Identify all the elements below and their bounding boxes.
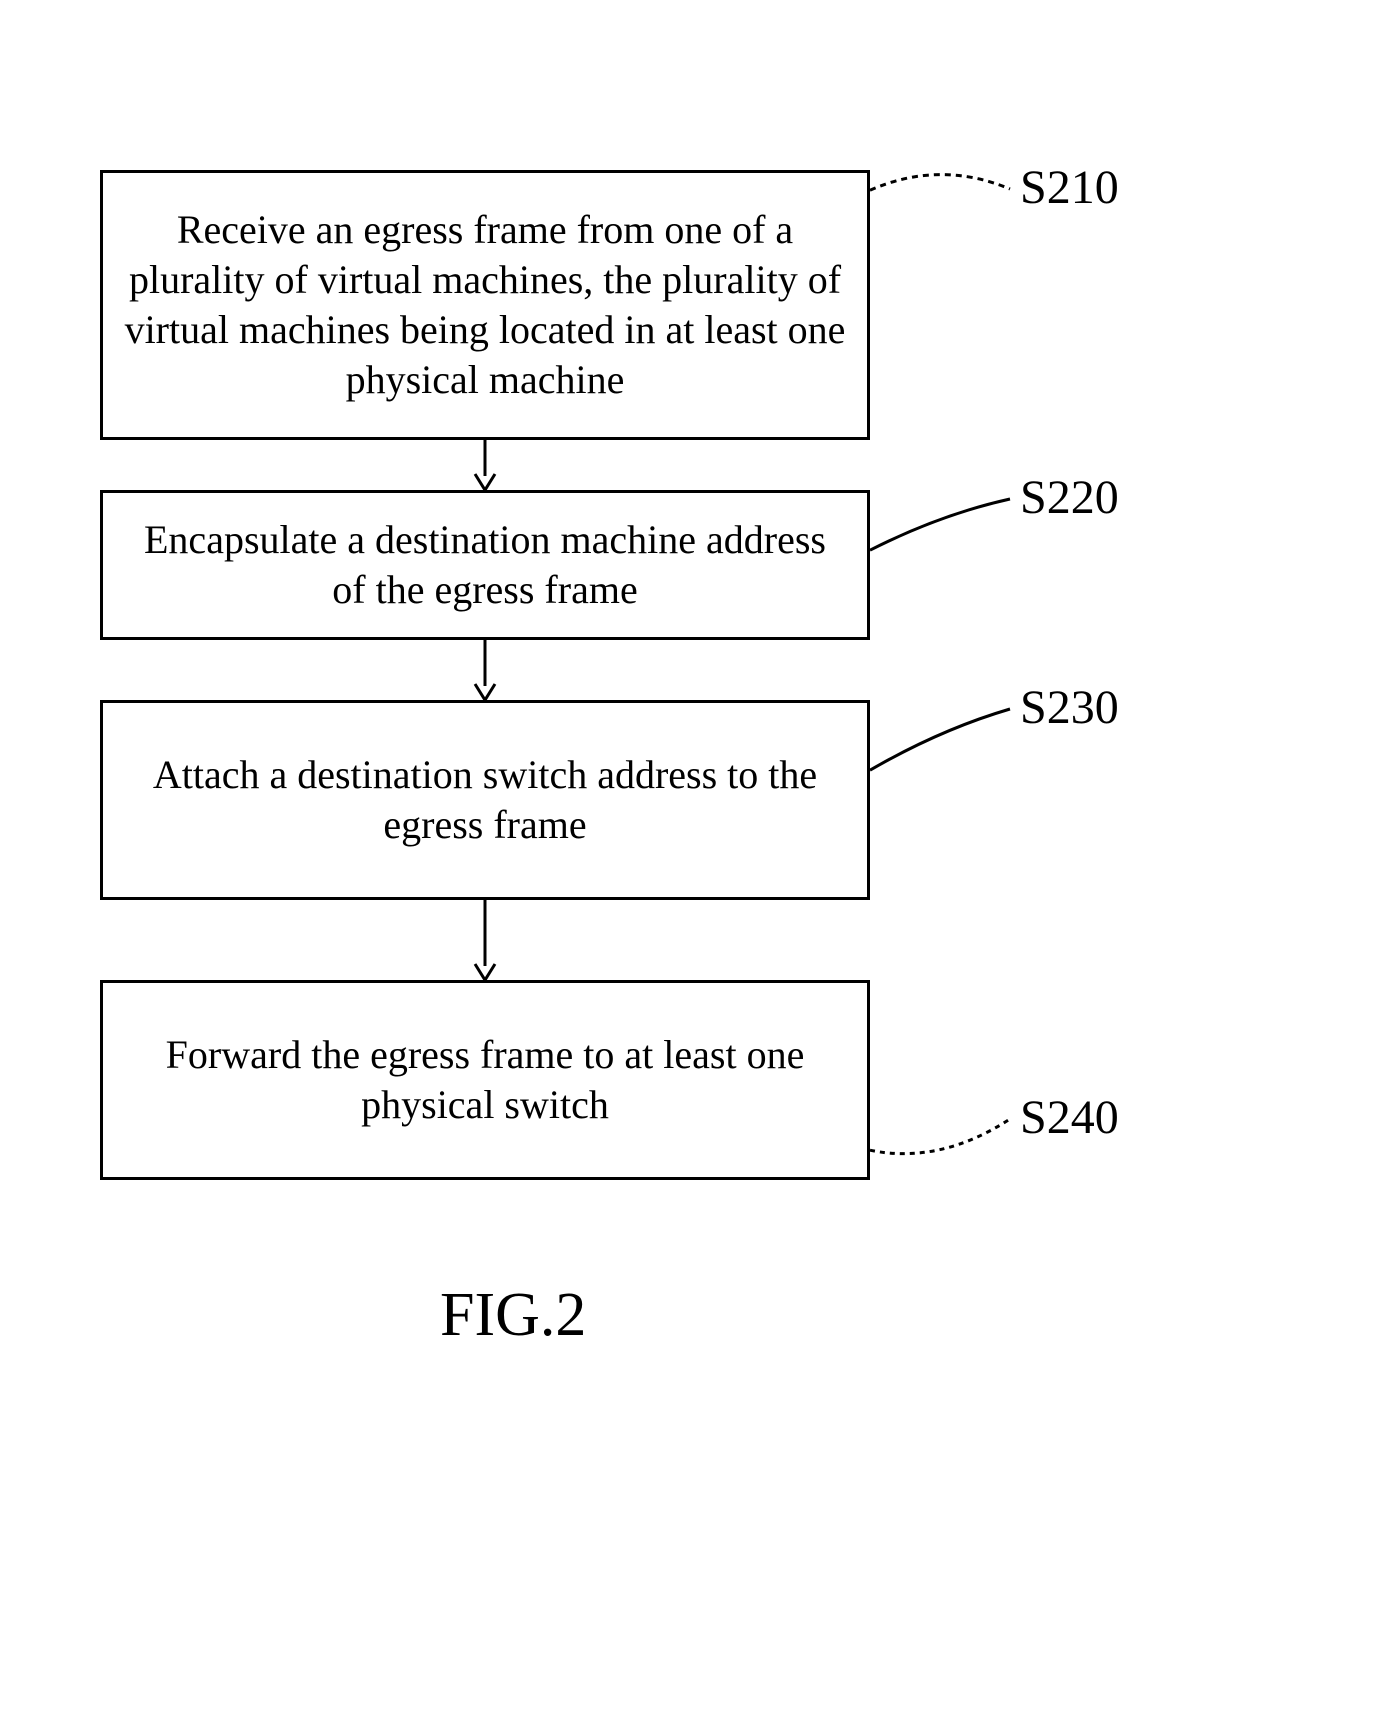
flowchart-step-label: S220 bbox=[1020, 470, 1119, 525]
flowchart-step-label: S210 bbox=[1020, 160, 1119, 215]
label-connector bbox=[860, 149, 1040, 230]
label-connector bbox=[860, 669, 1040, 810]
flowchart-step-label: S230 bbox=[1020, 680, 1119, 735]
flowchart-step-label: S240 bbox=[1020, 1090, 1119, 1145]
flowchart-box-s220: Encapsulate a destination machine addres… bbox=[100, 490, 870, 640]
flowchart-box-text: Receive an egress frame from one of a pl… bbox=[123, 205, 847, 405]
flowchart-arrow bbox=[465, 640, 505, 704]
flowchart-arrow bbox=[465, 900, 505, 984]
flowchart-arrow bbox=[465, 440, 505, 494]
flowchart-box-s210: Receive an egress frame from one of a pl… bbox=[100, 170, 870, 440]
flowchart-box-text: Encapsulate a destination machine addres… bbox=[123, 515, 847, 615]
flowchart-box-text: Forward the egress frame to at least one… bbox=[123, 1030, 847, 1130]
flowchart-box-s230: Attach a destination switch address to t… bbox=[100, 700, 870, 900]
figure-caption: FIG.2 bbox=[440, 1280, 586, 1351]
flowchart-box-s240: Forward the egress frame to at least one… bbox=[100, 980, 870, 1180]
label-connector bbox=[860, 1079, 1040, 1190]
flowchart-box-text: Attach a destination switch address to t… bbox=[123, 750, 847, 850]
label-connector bbox=[860, 459, 1040, 590]
